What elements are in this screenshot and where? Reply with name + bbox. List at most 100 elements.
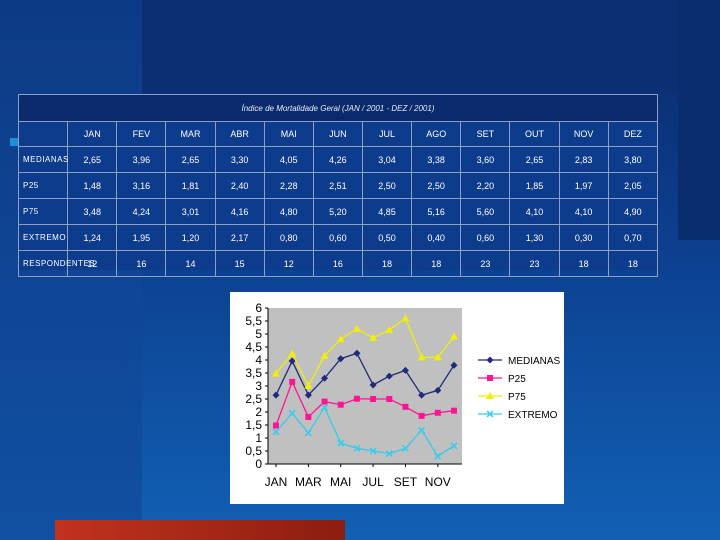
- table-cell: 4,24: [116, 198, 167, 225]
- data-point-extremo: [337, 439, 345, 447]
- table-title: Índice de Mortalidade Geral (JAN / 2001 …: [18, 94, 658, 122]
- table-cell: 4,80: [263, 198, 314, 225]
- legend-marker-p75: [486, 392, 494, 399]
- data-point-medianas: [288, 357, 296, 365]
- data-point-p25: [370, 396, 377, 402]
- x-tick-label: MAI: [330, 475, 351, 489]
- series-line-p75: [275, 317, 455, 388]
- table-cell: 3,80: [607, 146, 659, 173]
- table-cell: 3,04: [361, 146, 413, 173]
- table-cell: 3,38: [411, 146, 462, 173]
- data-point-p75: [401, 314, 410, 322]
- table-cell: 4,85: [361, 198, 413, 225]
- month-header: ABR: [214, 121, 265, 147]
- data-point-extremo: [304, 429, 312, 437]
- data-point-p75: [450, 332, 458, 340]
- data-point-p75: [352, 324, 361, 332]
- table-cell: 2,50: [361, 172, 413, 199]
- table-cell: 2,17: [214, 224, 265, 251]
- data-point-p75: [288, 349, 297, 357]
- data-point-medianas: [450, 361, 458, 369]
- row-label: P25: [17, 172, 69, 199]
- data-point-p75: [336, 335, 345, 343]
- y-tick-label: 5: [255, 327, 262, 341]
- table-cell: 1,85: [509, 172, 560, 199]
- table-cell: 3,01: [165, 198, 216, 225]
- data-point-medianas: [353, 349, 361, 357]
- table-row: MEDIANAS 2,65 3,96 2,65 3,30 4,05 4,26 3,04 3,38…: [17, 146, 659, 173]
- data-point-medianas: [321, 374, 329, 382]
- table-cell: 12: [67, 250, 118, 277]
- data-point-extremo: [450, 442, 458, 450]
- table-cell: 1,95: [116, 224, 167, 251]
- y-tick-label: 0,5: [245, 444, 262, 458]
- table-cell: 1,81: [165, 172, 216, 199]
- data-point-p75: [272, 369, 280, 377]
- line-chart: 00,511,522,533,544,555,56 JAN MAR MAI JUL SET…: [245, 301, 560, 489]
- table-cell: 0,60: [460, 224, 511, 251]
- data-point-extremo: [434, 452, 442, 460]
- table-cell: 2,83: [558, 146, 609, 173]
- data-point-p25: [305, 413, 312, 420]
- table-cell: 15: [214, 250, 265, 277]
- bottom-accent-bar: [55, 520, 345, 540]
- x-tick-label: JUL: [362, 475, 384, 489]
- data-point-medianas: [434, 386, 442, 394]
- table-cell: 4,05: [263, 146, 314, 173]
- table-cell: 2,40: [214, 172, 265, 199]
- table-cell: 4,10: [558, 198, 609, 225]
- data-point-p75: [385, 325, 394, 333]
- data-point-p75: [369, 333, 378, 341]
- data-point-p25: [386, 396, 393, 402]
- row-label: EXTREMO: [17, 224, 69, 251]
- table-cell: 2,50: [411, 172, 462, 199]
- data-point-p25: [418, 412, 425, 419]
- table-cell: 18: [607, 250, 659, 277]
- table-cell: 18: [558, 250, 609, 277]
- table-cell: 3,16: [116, 172, 167, 199]
- data-point-medianas: [337, 355, 345, 363]
- legend-marker-medianas: [486, 356, 494, 364]
- row-label: RESPONDENTES: [17, 250, 95, 277]
- row-label: MEDIANAS: [17, 146, 68, 173]
- table-cell: 2,65: [509, 146, 560, 173]
- table-cell: 12: [263, 250, 314, 277]
- data-point-medianas: [418, 391, 426, 399]
- data-point-p75: [417, 353, 426, 361]
- table-row: EXTREMO 1,24 1,95 1,20 2,17 0,80 0,60 0,50 0,40 0…: [17, 224, 659, 251]
- legend-label-p75: P75: [508, 392, 526, 403]
- data-point-p25: [321, 398, 328, 405]
- table-cell: 16: [312, 250, 363, 277]
- line-chart-panel: 0 0,5 1 1,5 2 2,5 3 3,5 4 4,5 5 5,5 6 JAN MAR MAI JUL SET…: [230, 292, 564, 504]
- table-cell: 4,16: [214, 198, 265, 225]
- month-header: MAR: [165, 121, 216, 147]
- data-point-p25: [337, 401, 344, 408]
- table-cell: 1,48: [67, 172, 118, 199]
- data-point-p25: [273, 422, 279, 429]
- legend-marker-extremo: [486, 410, 494, 418]
- table-row: P75 3,48 4,24 3,01 4,16 4,80 5,20 4,85 5,16 5,60 4…: [17, 198, 659, 225]
- table-cell: 1,20: [165, 224, 216, 251]
- data-point-p75: [433, 353, 442, 361]
- table-corner-cell: [17, 121, 69, 147]
- table-cell: 1,97: [558, 172, 609, 199]
- data-point-medianas: [401, 366, 409, 374]
- data-point-medianas: [385, 372, 393, 380]
- table-cell: 2,65: [67, 146, 118, 173]
- table-cell: 0,30: [558, 224, 609, 251]
- table-header-row: JAN FEV MAR ABR MAI JUN JUL AGO SET OUT NOV DEZ: [17, 121, 659, 147]
- table-cell: 2,51: [312, 172, 363, 199]
- data-point-p25: [402, 403, 409, 410]
- table-title-row: Índice de Mortalidade Geral (JAN / 2001 …: [18, 94, 658, 122]
- table-cell: 1,30: [509, 224, 560, 251]
- table-cell: 5,60: [460, 198, 511, 225]
- table-cell: 18: [361, 250, 413, 277]
- table-cell: 0,70: [607, 224, 659, 251]
- month-header: JUN: [312, 121, 363, 147]
- data-point-medianas: [304, 391, 312, 399]
- bullet-square-icon: [10, 138, 18, 146]
- data-point-p25: [289, 378, 296, 385]
- month-header: NOV: [558, 121, 609, 147]
- y-tick-label: 1,5: [245, 418, 262, 432]
- table-row: P25 1,48 3,16 1,81 2,40 2,28 2,51 2,50 2,50 2,20 1…: [17, 172, 659, 199]
